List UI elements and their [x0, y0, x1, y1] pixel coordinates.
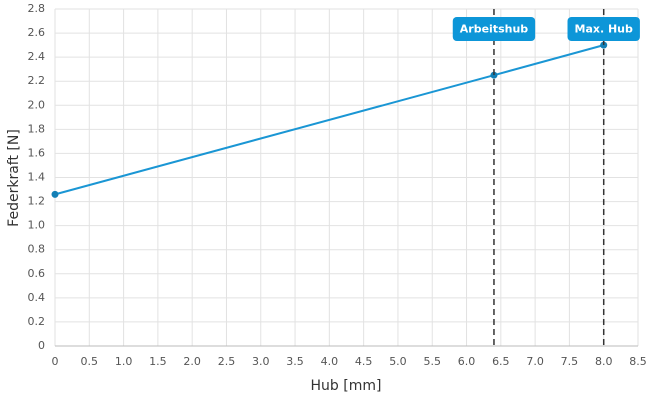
- y-tick-label: 1.6: [28, 146, 46, 159]
- x-tick-label: 7.0: [526, 355, 544, 368]
- x-tick-label: 0: [52, 355, 59, 368]
- annotation-box: [452, 17, 536, 41]
- y-tick-label: 1.2: [28, 195, 46, 208]
- y-tick-label: 2.0: [28, 98, 46, 111]
- annotation-label: Arbeitshub: [452, 17, 536, 41]
- x-tick-label: 5.5: [423, 355, 441, 368]
- x-tick-label: 8.5: [629, 355, 647, 368]
- x-tick-label: 3.0: [252, 355, 270, 368]
- y-tick-label: 2.4: [28, 50, 46, 63]
- x-tick-label: 6.5: [492, 355, 510, 368]
- x-tick-label: 6.0: [458, 355, 476, 368]
- x-tick-label: 5.0: [389, 355, 407, 368]
- x-tick-label: 1.0: [115, 355, 133, 368]
- y-tick-label: 0.8: [28, 243, 46, 256]
- x-tick-label: 2.5: [218, 355, 236, 368]
- annotation-label: Max. Hub: [567, 17, 640, 41]
- x-tick-label: 8.0: [595, 355, 613, 368]
- y-tick-label: 0: [38, 339, 45, 352]
- y-tick-label: 2.2: [28, 74, 46, 87]
- x-axis-title: Hub [mm]: [311, 378, 382, 394]
- y-tick-label: 2.6: [28, 26, 46, 39]
- x-tick-label: 4.0: [321, 355, 339, 368]
- x-tick-label: 1.5: [149, 355, 167, 368]
- y-tick-label: 2.8: [28, 2, 46, 15]
- y-tick-label: 1.0: [28, 219, 46, 232]
- x-tick-label: 3.5: [286, 355, 304, 368]
- y-axis-title: Federkraft [N]: [6, 129, 22, 227]
- y-tick-label: 0.6: [28, 267, 46, 280]
- annotation-box: [567, 17, 640, 41]
- point: [51, 190, 59, 198]
- point: [600, 41, 608, 49]
- y-tick-label: 0.2: [28, 315, 46, 328]
- annotation-text: Max. Hub: [575, 23, 634, 36]
- annotation-text: Arbeitshub: [460, 23, 529, 36]
- x-tick-label: 0.5: [81, 355, 99, 368]
- y-tick-label: 0.4: [28, 291, 46, 304]
- x-tick-label: 7.5: [561, 355, 579, 368]
- x-tick-label: 4.5: [355, 355, 373, 368]
- y-tick-label: 1.8: [28, 122, 46, 135]
- x-tick-label: 2.0: [183, 355, 201, 368]
- y-tick-label: 1.4: [28, 171, 46, 184]
- point: [490, 71, 498, 79]
